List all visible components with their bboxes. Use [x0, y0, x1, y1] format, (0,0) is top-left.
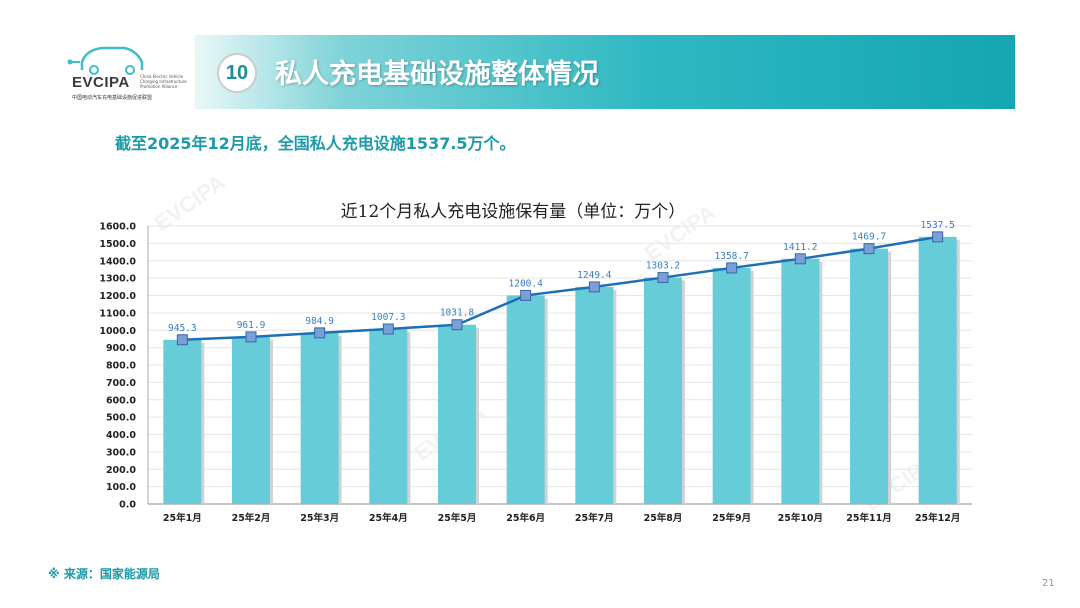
line-marker [657, 272, 669, 284]
line-marker [245, 331, 257, 343]
data-label: 1200.4 [509, 278, 544, 289]
data-label: 1537.5 [921, 220, 955, 231]
data-label: 1249.4 [577, 270, 612, 281]
line-marker [451, 319, 463, 331]
line-marker [382, 323, 394, 335]
logo-wordmark: EVCIPA [72, 74, 130, 91]
x-axis-labels: 25年1月 25年2月 25年3月 25年4月 25年5月 25年6月 25年7月 25年8月… [163, 512, 960, 524]
y-tick-label: 300.0 [106, 447, 136, 458]
line-marker [794, 253, 806, 265]
data-label: 1411.2 [783, 242, 817, 253]
y-tick-label: 1000.0 [99, 326, 136, 337]
page-title: 私人充电基础设施整体情况 [275, 59, 599, 90]
y-tick-label: 700.0 [106, 378, 136, 389]
page-number: 21 [1042, 578, 1055, 589]
data-label: 945.3 [168, 323, 197, 334]
logo-english-subtitle: China Electric Vehicle Charging Infrastr… [140, 74, 187, 89]
y-tick-label: 1600.0 [99, 222, 136, 233]
bar [575, 286, 614, 504]
value-labels: 945.3 961.9 984.9 1007.3 1031.8 1200.4 1249.4 1… [168, 220, 955, 334]
x-tick-label: 25年5月 [438, 512, 477, 524]
y-tick-label: 400.0 [106, 430, 136, 441]
y-axis-labels: 0.0 100.0 200.0 300.0 400.0 500.0 600.0 700.0 80… [99, 222, 136, 511]
data-label: 1007.3 [371, 312, 405, 323]
x-tick-label: 25年2月 [232, 512, 271, 524]
y-tick-label: 500.0 [106, 413, 136, 424]
bar [644, 277, 682, 504]
data-label: 961.9 [237, 320, 266, 331]
evcipa-logo: EVCIPA China Electric Vehicle Charging I… [62, 40, 192, 110]
y-tick-label: 1200.0 [99, 291, 136, 302]
chart-title: 近12个月私人充电设施保有量（单位：万个） [341, 202, 686, 222]
data-label: 1303.2 [646, 261, 680, 272]
y-tick-label: 900.0 [106, 343, 136, 354]
bar [850, 248, 888, 504]
y-tick-label: 1300.0 [99, 274, 136, 285]
x-tick-label: 25年6月 [506, 512, 545, 524]
y-tick-label: 800.0 [106, 361, 136, 372]
y-tick-label: 1500.0 [99, 239, 136, 250]
car-plug-icon [67, 46, 144, 75]
y-tick-label: 1100.0 [99, 308, 136, 319]
bar [712, 267, 751, 504]
bar [163, 339, 202, 504]
y-tick-label: 600.0 [106, 395, 136, 406]
x-tick-label: 25年11月 [846, 512, 891, 524]
x-tick-label: 25年10月 [778, 512, 823, 524]
bar [438, 324, 476, 504]
line-marker [176, 334, 188, 346]
y-tick-label: 100.0 [106, 482, 136, 493]
line-marker [726, 262, 738, 274]
summary-text: 截至2025年12月底，全国私人充电设施1537.5万个。 [115, 134, 516, 153]
chart-bars [163, 236, 960, 504]
bar [918, 236, 957, 504]
trend-line [176, 231, 944, 346]
x-tick-label: 25年1月 [163, 512, 202, 524]
data-label: 1031.8 [440, 308, 475, 319]
data-label: 1469.7 [852, 232, 886, 243]
line-marker [520, 289, 532, 301]
y-tick-label: 200.0 [106, 465, 136, 476]
x-tick-label: 25年4月 [369, 512, 408, 524]
source-note: ※ 来源：国家能源局 [48, 567, 160, 581]
bar [781, 258, 820, 504]
title-banner [195, 35, 1015, 109]
x-tick-label: 25年8月 [644, 512, 683, 524]
line-marker [932, 231, 944, 243]
bar [506, 295, 545, 504]
line-marker [588, 281, 600, 293]
logo-chinese-name: 中国电动汽车充电基础设施促进联盟 [72, 95, 153, 101]
trend-polyline [182, 235, 938, 342]
x-tick-label: 25年9月 [712, 512, 751, 524]
line-marker [863, 243, 875, 255]
bar [300, 332, 339, 504]
y-tick-label: 1400.0 [99, 256, 136, 267]
data-label: 1358.7 [715, 251, 749, 262]
x-tick-label: 25年3月 [300, 512, 339, 524]
line-marker [314, 327, 326, 339]
data-label: 984.9 [305, 316, 334, 327]
bar [232, 336, 270, 504]
x-tick-label: 25年7月 [575, 512, 614, 524]
section-number-badge: 10 [217, 53, 257, 93]
x-tick-label: 25年12月 [915, 512, 960, 524]
bar [369, 328, 408, 504]
y-tick-label: 0.0 [119, 500, 136, 511]
chart-grid [147, 225, 972, 505]
